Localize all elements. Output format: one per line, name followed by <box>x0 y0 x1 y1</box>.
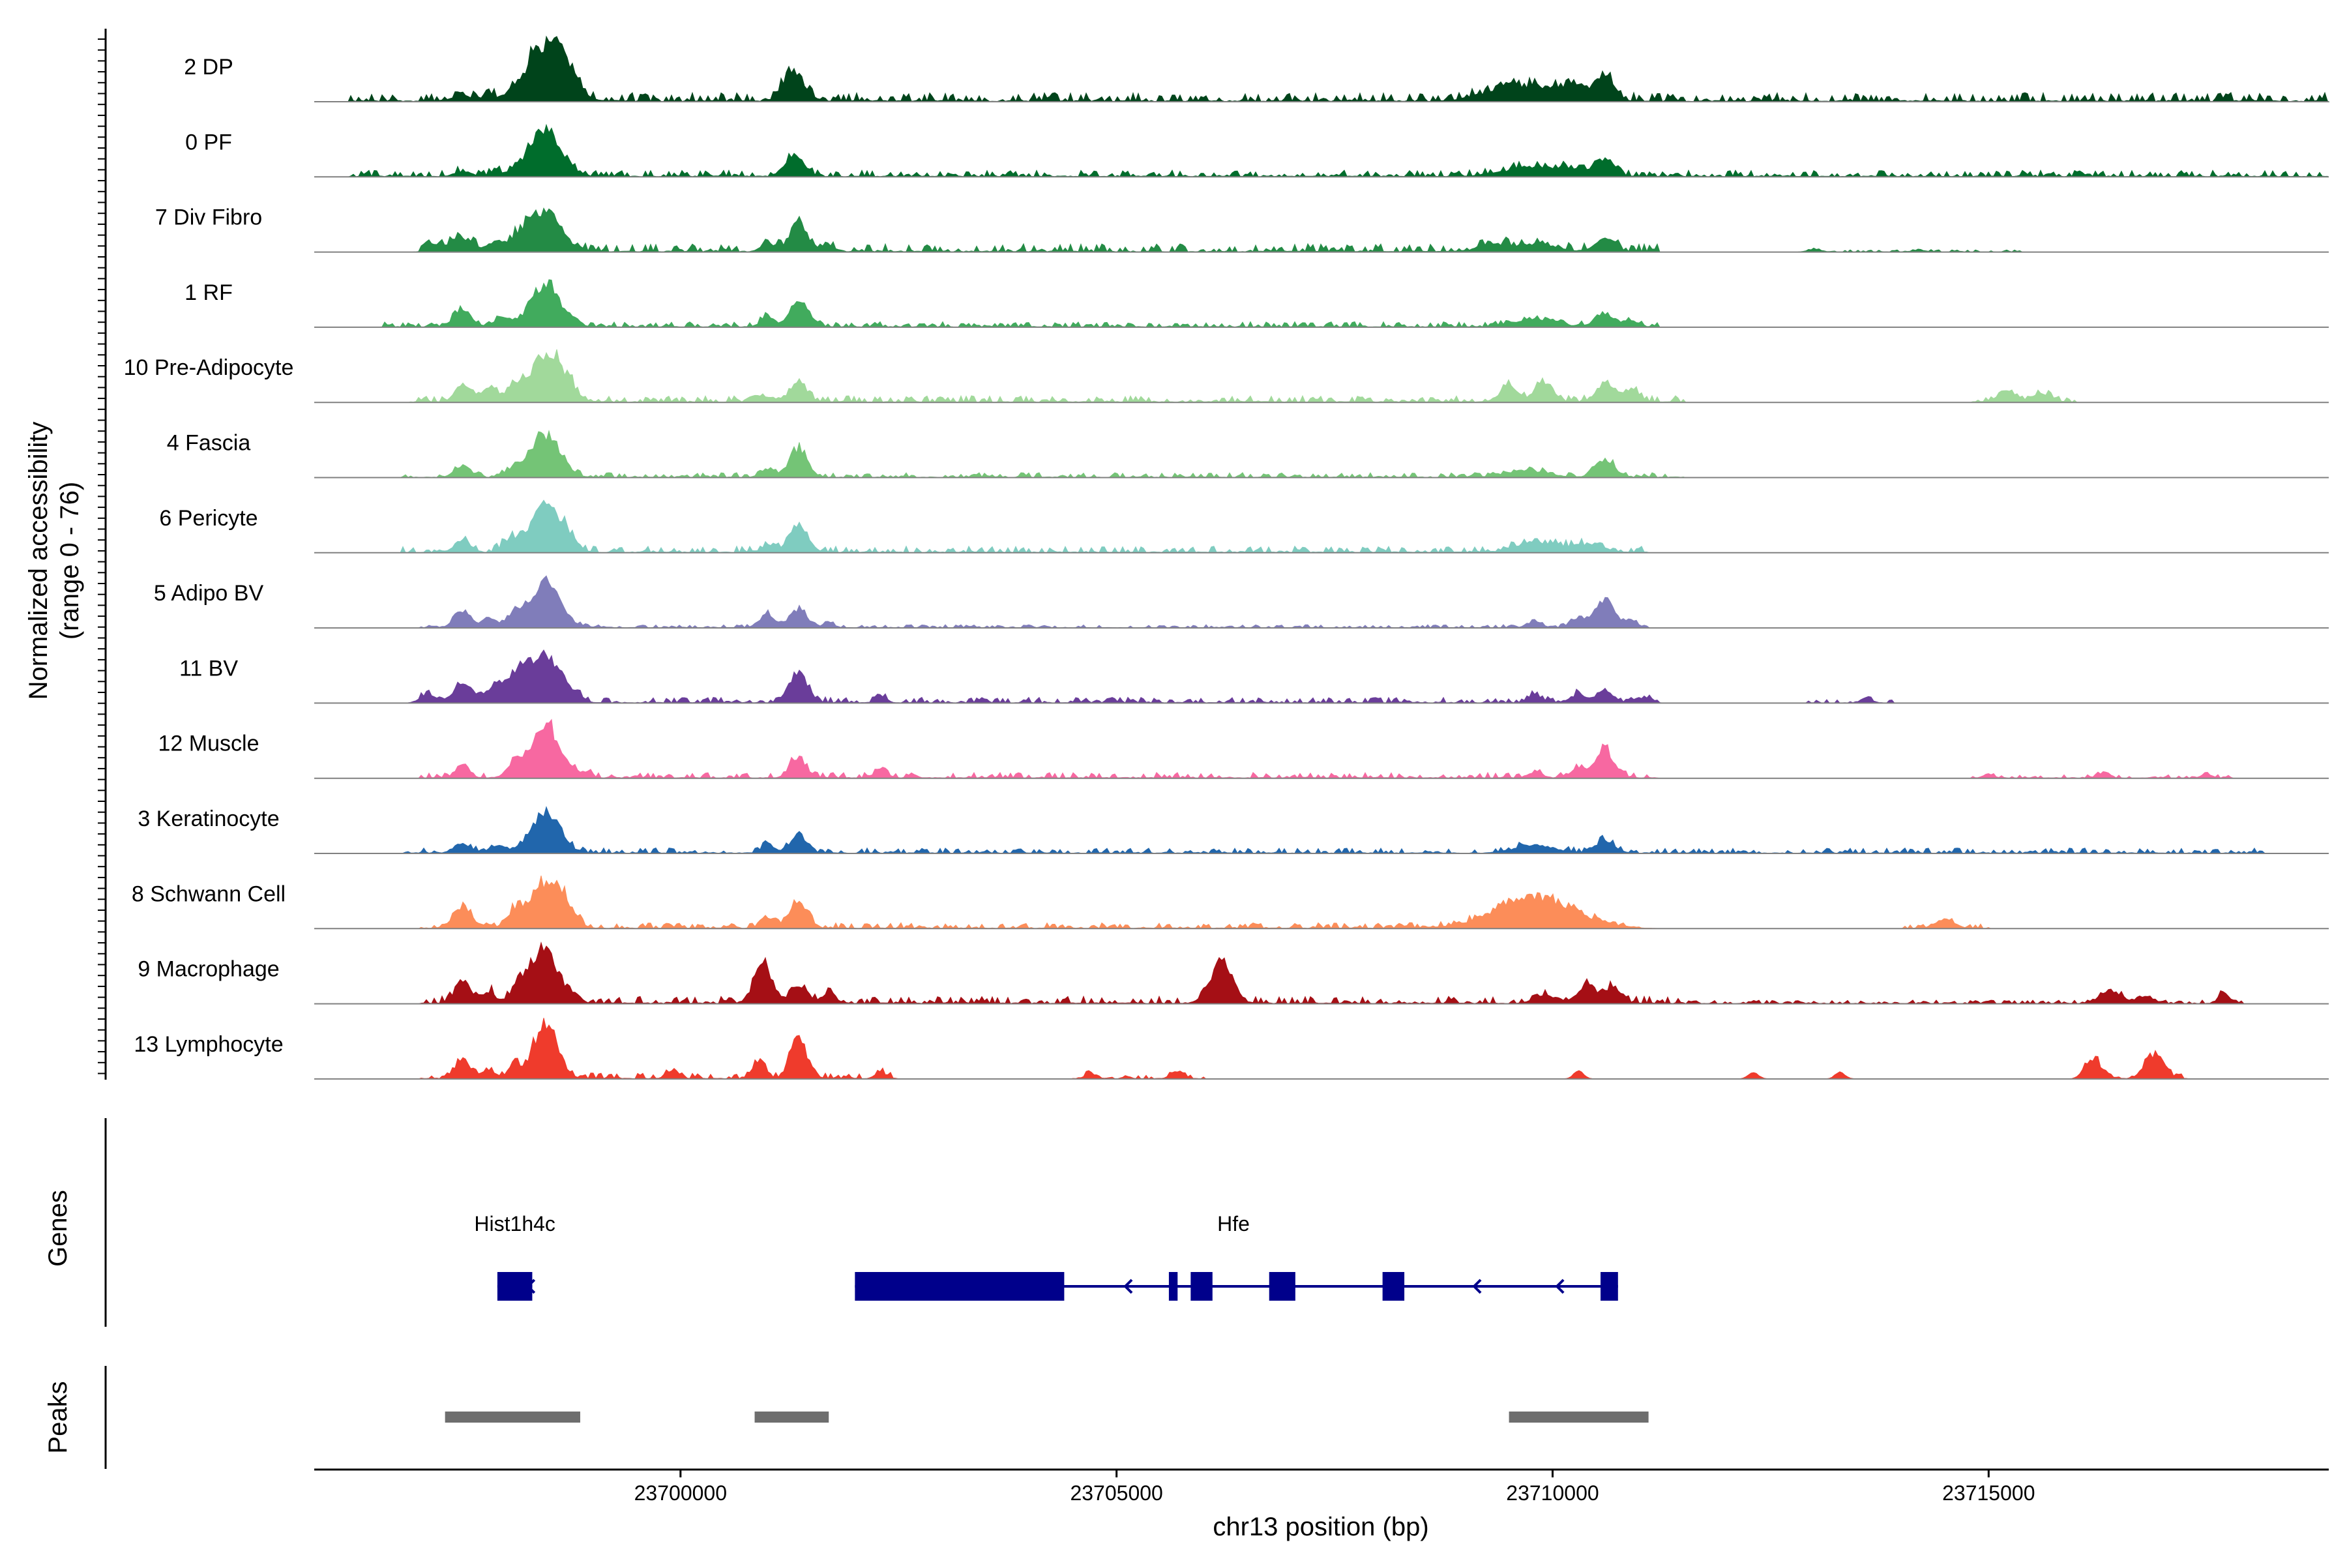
coverage-area <box>314 575 2329 629</box>
coverage-area <box>314 941 2329 1005</box>
x-axis-label: chr13 position (bp) <box>1213 1513 1428 1541</box>
coverage-area <box>314 123 2329 177</box>
track-10-pre-adipocyte: 10 Pre-Adipocyte <box>124 349 2329 404</box>
peak-track: Peaks <box>44 1366 1649 1469</box>
gene-exon <box>855 1272 1065 1301</box>
track-6-pericyte: 6 Pericyte <box>159 499 2329 554</box>
x-axis: chr13 position (bp) 23700000 23705000 2371… <box>314 1468 2329 1541</box>
x-tick-label: 23705000 <box>1070 1481 1162 1505</box>
track-label: 12 Muscle <box>158 732 259 756</box>
coverage-area <box>314 279 2329 328</box>
x-tick-label: 23715000 <box>1942 1481 2035 1505</box>
strand-arrow <box>525 1279 536 1294</box>
track-0-pf: 0 PF <box>185 123 2329 178</box>
track-label: 5 Adipo BV <box>154 581 264 606</box>
track-4-fascia: 4 Fascia <box>167 430 2329 479</box>
track-12-muscle: 12 Muscle <box>158 718 2329 779</box>
track-label: 1 RF <box>185 280 233 305</box>
track-label: 3 Keratinocyte <box>138 806 279 831</box>
track-9-macrophage: 9 Macrophage <box>138 941 2329 1005</box>
coverage-area <box>314 806 2329 854</box>
gene-exon <box>1382 1272 1405 1301</box>
gene-label: Hfe <box>1217 1212 1250 1235</box>
coverage-area <box>314 349 2329 403</box>
track-3-keratinocyte: 3 Keratinocyte <box>138 806 2329 854</box>
gene-hfe: Hfe <box>855 1212 1618 1301</box>
x-tick-label: 23710000 <box>1506 1481 1599 1505</box>
gene-track: Genes Hist1h4c Hfe <box>44 1118 1618 1327</box>
track-label: 8 Schwann Cell <box>132 881 286 906</box>
track-11-bv: 11 BV <box>179 649 2329 704</box>
gene-hist1h4c: Hist1h4c <box>474 1212 555 1301</box>
genes-track-label: Genes <box>44 1190 72 1267</box>
track-label: 0 PF <box>185 130 232 155</box>
coverage-area <box>314 207 2329 253</box>
gene-exon <box>1269 1272 1295 1301</box>
peaks-track-label: Peaks <box>44 1381 72 1453</box>
coverage-area <box>314 430 2329 479</box>
track-label: 6 Pericyte <box>159 506 258 531</box>
peak-region-bar <box>1509 1412 1649 1423</box>
strand-arrow <box>1555 1279 1565 1294</box>
gene-exon <box>1168 1272 1178 1301</box>
coverage-area <box>314 1018 2329 1080</box>
strand-arrow <box>1284 1279 1294 1294</box>
track-label: 7 Div Fibro <box>155 205 262 230</box>
track-2-dp: 2 DP <box>184 35 2330 102</box>
coverage-area <box>314 649 2329 703</box>
y-axis-title: Normalized accessibility (range 0 - 76) <box>24 422 84 700</box>
coverage-area <box>314 499 2329 554</box>
track-label: 4 Fascia <box>167 431 251 456</box>
y-axis-range-label: (range 0 - 76) <box>55 482 84 640</box>
strand-arrow <box>1123 1279 1133 1294</box>
peak-region-bar <box>445 1412 580 1423</box>
track-13-lymphocyte: 13 Lymphocyte <box>134 1018 2329 1080</box>
gene-exon <box>1190 1272 1213 1301</box>
peak-region-bar <box>754 1412 829 1423</box>
track-label: 11 BV <box>179 656 238 681</box>
coverage-area <box>314 875 2329 929</box>
y-axis-label: Normalized accessibility <box>24 422 53 700</box>
gene-label: Hist1h4c <box>474 1212 555 1235</box>
track-8-schwann-cell: 8 Schwann Cell <box>132 875 2329 930</box>
track-label: 9 Macrophage <box>138 957 279 982</box>
track-7-div-fibro: 7 Div Fibro <box>155 205 2329 253</box>
coverage-area <box>314 718 2329 779</box>
strand-arrow <box>1472 1279 1482 1294</box>
x-tick-label: 23700000 <box>634 1481 727 1505</box>
track-5-adipo-bv: 5 Adipo BV <box>154 575 2329 629</box>
track-1-rf: 1 RF <box>185 279 2329 328</box>
track-label: 13 Lymphocyte <box>134 1032 283 1057</box>
gene-exon <box>1601 1272 1618 1301</box>
track-label: 10 Pre-Adipocyte <box>124 355 294 380</box>
coverage-area <box>314 35 2330 102</box>
track-label: 2 DP <box>184 55 233 80</box>
coverage-tracks: 2 DP 0 PF 7 Div Fibro 1 RF 10 Pre-Adipocyte 4… <box>98 29 2330 1080</box>
